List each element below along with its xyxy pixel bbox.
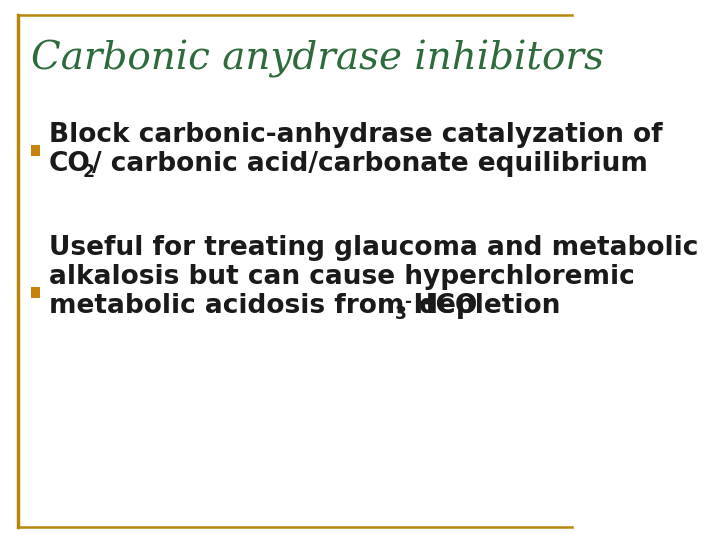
Text: -: -: [405, 293, 411, 311]
Bar: [31, 145, 40, 156]
Text: CO: CO: [48, 151, 91, 178]
Text: depletion: depletion: [410, 293, 560, 320]
Text: Useful for treating glaucoma and metabolic: Useful for treating glaucoma and metabol…: [48, 234, 698, 261]
Text: 2: 2: [82, 164, 94, 181]
Text: Block carbonic-anhydrase catalyzation of: Block carbonic-anhydrase catalyzation of: [48, 122, 662, 148]
Text: Carbonic anydrase inhibitors: Carbonic anydrase inhibitors: [31, 40, 604, 78]
Text: 3: 3: [395, 306, 407, 323]
Text: / carbonic acid/carbonate equilibrium: / carbonic acid/carbonate equilibrium: [92, 151, 648, 178]
Bar: [31, 287, 40, 298]
Text: metabolic acidosis from HCO: metabolic acidosis from HCO: [48, 293, 477, 320]
Text: alkalosis but can cause hyperchloremic: alkalosis but can cause hyperchloremic: [48, 264, 634, 290]
